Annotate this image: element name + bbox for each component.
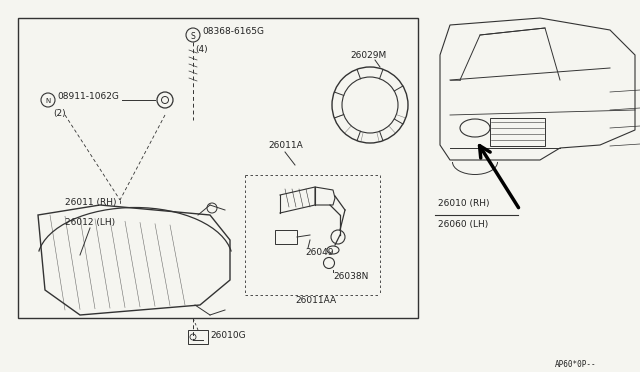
Text: 26010G: 26010G xyxy=(210,330,246,340)
Text: (2): (2) xyxy=(53,109,66,118)
Bar xyxy=(18,18,418,318)
Text: 26011 (RH): 26011 (RH) xyxy=(65,198,116,207)
Text: 26011AA: 26011AA xyxy=(295,296,336,305)
Text: 26010 (RH): 26010 (RH) xyxy=(438,199,490,208)
Text: N: N xyxy=(45,98,51,104)
Text: 26049: 26049 xyxy=(305,248,333,257)
Text: AP60*0P--: AP60*0P-- xyxy=(555,360,596,369)
Text: S: S xyxy=(191,32,195,41)
Text: (4): (4) xyxy=(195,45,207,54)
Bar xyxy=(188,330,208,344)
Bar xyxy=(490,118,545,146)
Text: 26012 (LH): 26012 (LH) xyxy=(65,218,115,227)
Text: 26060 (LH): 26060 (LH) xyxy=(438,220,488,229)
Text: 26038N: 26038N xyxy=(333,272,369,281)
Text: 08911-1062G: 08911-1062G xyxy=(57,92,119,100)
Bar xyxy=(275,230,297,244)
Text: 08368-6165G: 08368-6165G xyxy=(202,26,264,35)
Text: 26011A: 26011A xyxy=(268,141,303,150)
Text: 26029M: 26029M xyxy=(350,51,387,60)
